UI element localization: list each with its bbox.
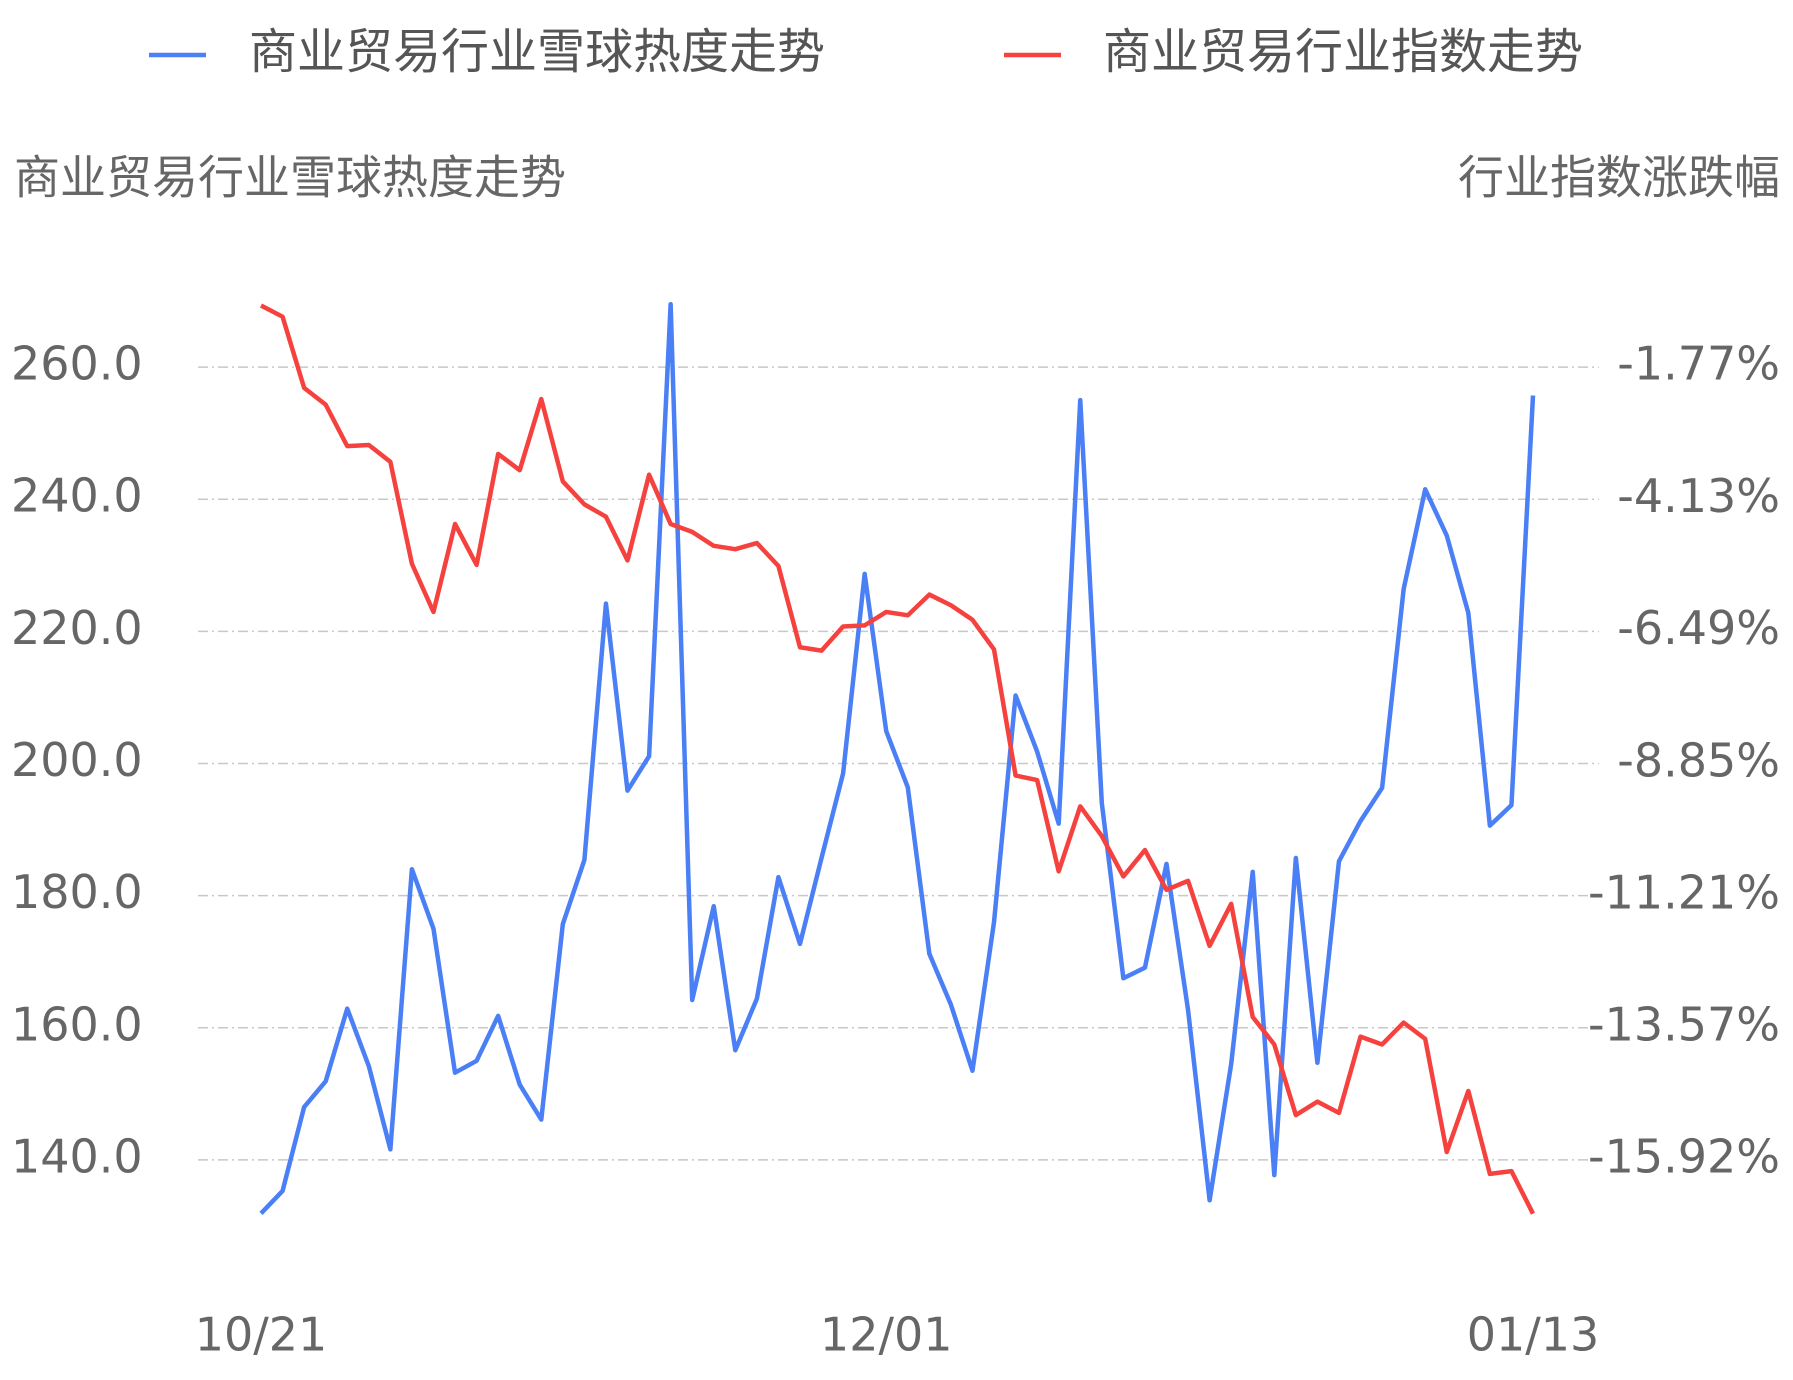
y-tick-label: 160.0 <box>11 997 143 1051</box>
y-tick-label: 240.0 <box>11 469 143 523</box>
y-tick-label: 260.0 <box>11 337 143 391</box>
y2-tick-label: -13.57% <box>1588 998 1780 1052</box>
x-tick-label: 01/13 <box>1467 1308 1600 1362</box>
y2-tick-label: -8.85% <box>1617 733 1780 787</box>
y2-tick-label: -4.13% <box>1617 469 1780 523</box>
y-tick-label: 220.0 <box>11 601 143 655</box>
y-axis-title: 商业贸易行业雪球热度走势 <box>14 151 566 205</box>
series-line <box>259 303 1536 1215</box>
series-line <box>259 302 1536 1216</box>
y-tick-label: 200.0 <box>11 733 143 787</box>
y2-axis-title: 行业指数涨跌幅 <box>1458 151 1780 205</box>
y-tick-label: 140.0 <box>11 1129 143 1183</box>
legend-label: 商业贸易行业雪球热度走势 <box>249 24 825 80</box>
y2-tick-label: -6.49% <box>1617 601 1780 655</box>
x-tick-label: 10/21 <box>195 1308 328 1362</box>
y2-tick-label: -11.21% <box>1588 866 1780 920</box>
y-tick-label: 180.0 <box>11 865 143 919</box>
y2-tick-label: -15.92% <box>1588 1129 1780 1183</box>
legend-label: 商业贸易行业指数走势 <box>1103 24 1583 80</box>
x-tick-label: 12/01 <box>820 1308 953 1362</box>
y2-tick-label: -1.77% <box>1617 337 1780 391</box>
